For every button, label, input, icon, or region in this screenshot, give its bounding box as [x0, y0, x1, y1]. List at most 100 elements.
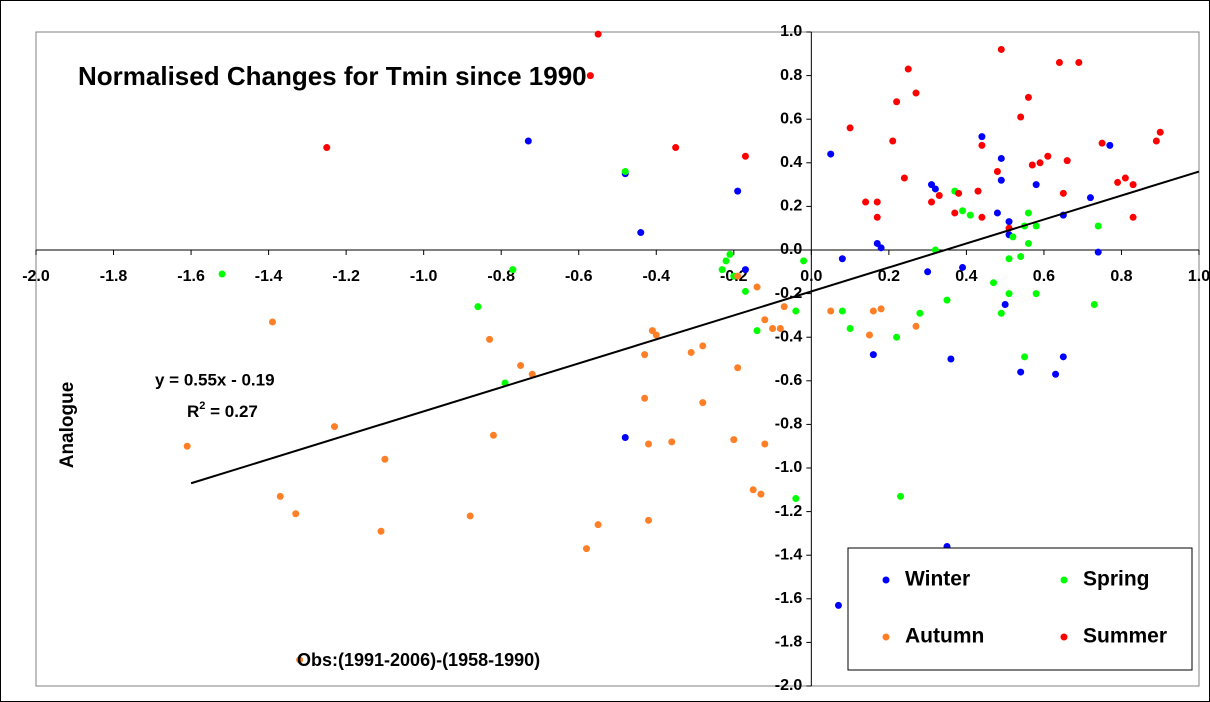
- data-point: [1052, 370, 1060, 378]
- data-point: [928, 198, 936, 206]
- data-point: [827, 307, 835, 315]
- data-point: [645, 516, 653, 524]
- data-point: [466, 512, 474, 520]
- data-point: [1001, 301, 1009, 308]
- data-point: [916, 309, 924, 317]
- y-tick-label: -0.8: [775, 416, 803, 433]
- r-squared-suffix: = 0.27: [205, 402, 257, 421]
- data-point: [726, 250, 734, 258]
- x-tick-label: -0.6: [565, 268, 593, 285]
- legend-marker: [882, 576, 890, 584]
- data-point: [935, 192, 943, 199]
- data-point: [1075, 59, 1083, 67]
- data-point: [753, 327, 761, 335]
- data-point: [978, 133, 986, 141]
- data-point: [1044, 152, 1052, 160]
- data-point: [792, 307, 800, 315]
- data-point: [1129, 181, 1137, 189]
- data-point: [997, 45, 1005, 53]
- data-point: [1121, 174, 1129, 182]
- r-squared-sup: 2: [199, 400, 205, 412]
- legend-label: Spring: [1083, 568, 1150, 591]
- data-point: [749, 486, 757, 494]
- data-point: [959, 207, 967, 215]
- legend-marker: [1060, 576, 1068, 584]
- data-point: [1017, 113, 1025, 121]
- data-point: [900, 174, 908, 182]
- data-point: [741, 287, 749, 295]
- y-tick-label: -0.2: [775, 285, 803, 302]
- y-tick-label: 0.0: [780, 241, 802, 258]
- data-point: [869, 351, 877, 359]
- data-point: [1032, 290, 1040, 298]
- data-point: [1059, 189, 1067, 197]
- data-point: [827, 150, 835, 158]
- data-point: [672, 144, 680, 152]
- data-point: [761, 316, 769, 324]
- legend-label: Winter: [905, 568, 970, 591]
- data-point: [517, 362, 525, 370]
- x-tick-label: -1.8: [100, 268, 128, 285]
- data-point: [1114, 178, 1122, 186]
- y-tick-label: -1.2: [775, 503, 803, 520]
- data-point: [1036, 159, 1044, 167]
- data-point: [869, 307, 877, 315]
- chart-title: Normalised Changes for Tmin since 1990: [78, 61, 587, 91]
- x-tick-label: -1.2: [332, 268, 360, 285]
- data-point: [1098, 139, 1106, 147]
- data-point: [877, 305, 885, 313]
- data-point: [966, 211, 974, 219]
- data-point: [586, 72, 594, 80]
- data-point: [761, 440, 769, 448]
- data-point: [974, 187, 982, 195]
- data-point: [1017, 253, 1025, 261]
- data-point: [292, 510, 300, 518]
- data-point: [1156, 128, 1164, 136]
- data-point: [978, 141, 986, 149]
- y-tick-label: -1.8: [775, 634, 803, 651]
- data-point: [978, 213, 986, 221]
- data-point: [1094, 248, 1102, 256]
- data-point: [993, 168, 1001, 176]
- y-tick-label: -2.0: [775, 677, 803, 694]
- y-tick-label: 0.8: [780, 67, 802, 84]
- data-point: [1005, 290, 1013, 298]
- data-point: [792, 495, 800, 503]
- data-point: [997, 309, 1005, 317]
- data-point: [474, 303, 482, 311]
- data-point: [1032, 222, 1040, 230]
- data-point: [834, 601, 842, 609]
- data-point: [769, 324, 777, 332]
- x-tick-label: 0.2: [878, 268, 900, 285]
- data-point: [931, 185, 939, 193]
- data-point: [741, 266, 749, 274]
- data-point: [1055, 59, 1063, 67]
- x-tick-label: -2.0: [22, 268, 50, 285]
- data-point: [594, 30, 602, 38]
- data-point: [528, 370, 536, 378]
- legend-marker: [1060, 633, 1068, 641]
- data-point: [951, 209, 959, 217]
- y-tick-label: 1.0: [780, 23, 802, 40]
- x-tick-label: 0.4: [955, 268, 977, 285]
- x-tick-label: 0.0: [800, 268, 822, 285]
- data-point: [865, 331, 873, 339]
- data-point: [722, 257, 730, 265]
- y-tick-label: -1.4: [775, 546, 803, 563]
- data-point: [218, 270, 226, 278]
- data-point: [993, 209, 1001, 217]
- data-point: [1017, 368, 1025, 376]
- data-point: [1024, 239, 1032, 247]
- data-point: [877, 244, 885, 252]
- y-tick-label: -1.0: [775, 459, 803, 476]
- data-point: [687, 348, 695, 356]
- x-tick-label: 1.0: [1188, 268, 1210, 285]
- data-point: [838, 307, 846, 315]
- data-point: [889, 137, 897, 145]
- r-squared-prefix: R: [187, 402, 199, 421]
- r-squared: R2 = 0.27: [187, 400, 258, 422]
- data-point: [912, 89, 920, 97]
- data-point: [943, 296, 951, 304]
- data-point: [955, 189, 963, 197]
